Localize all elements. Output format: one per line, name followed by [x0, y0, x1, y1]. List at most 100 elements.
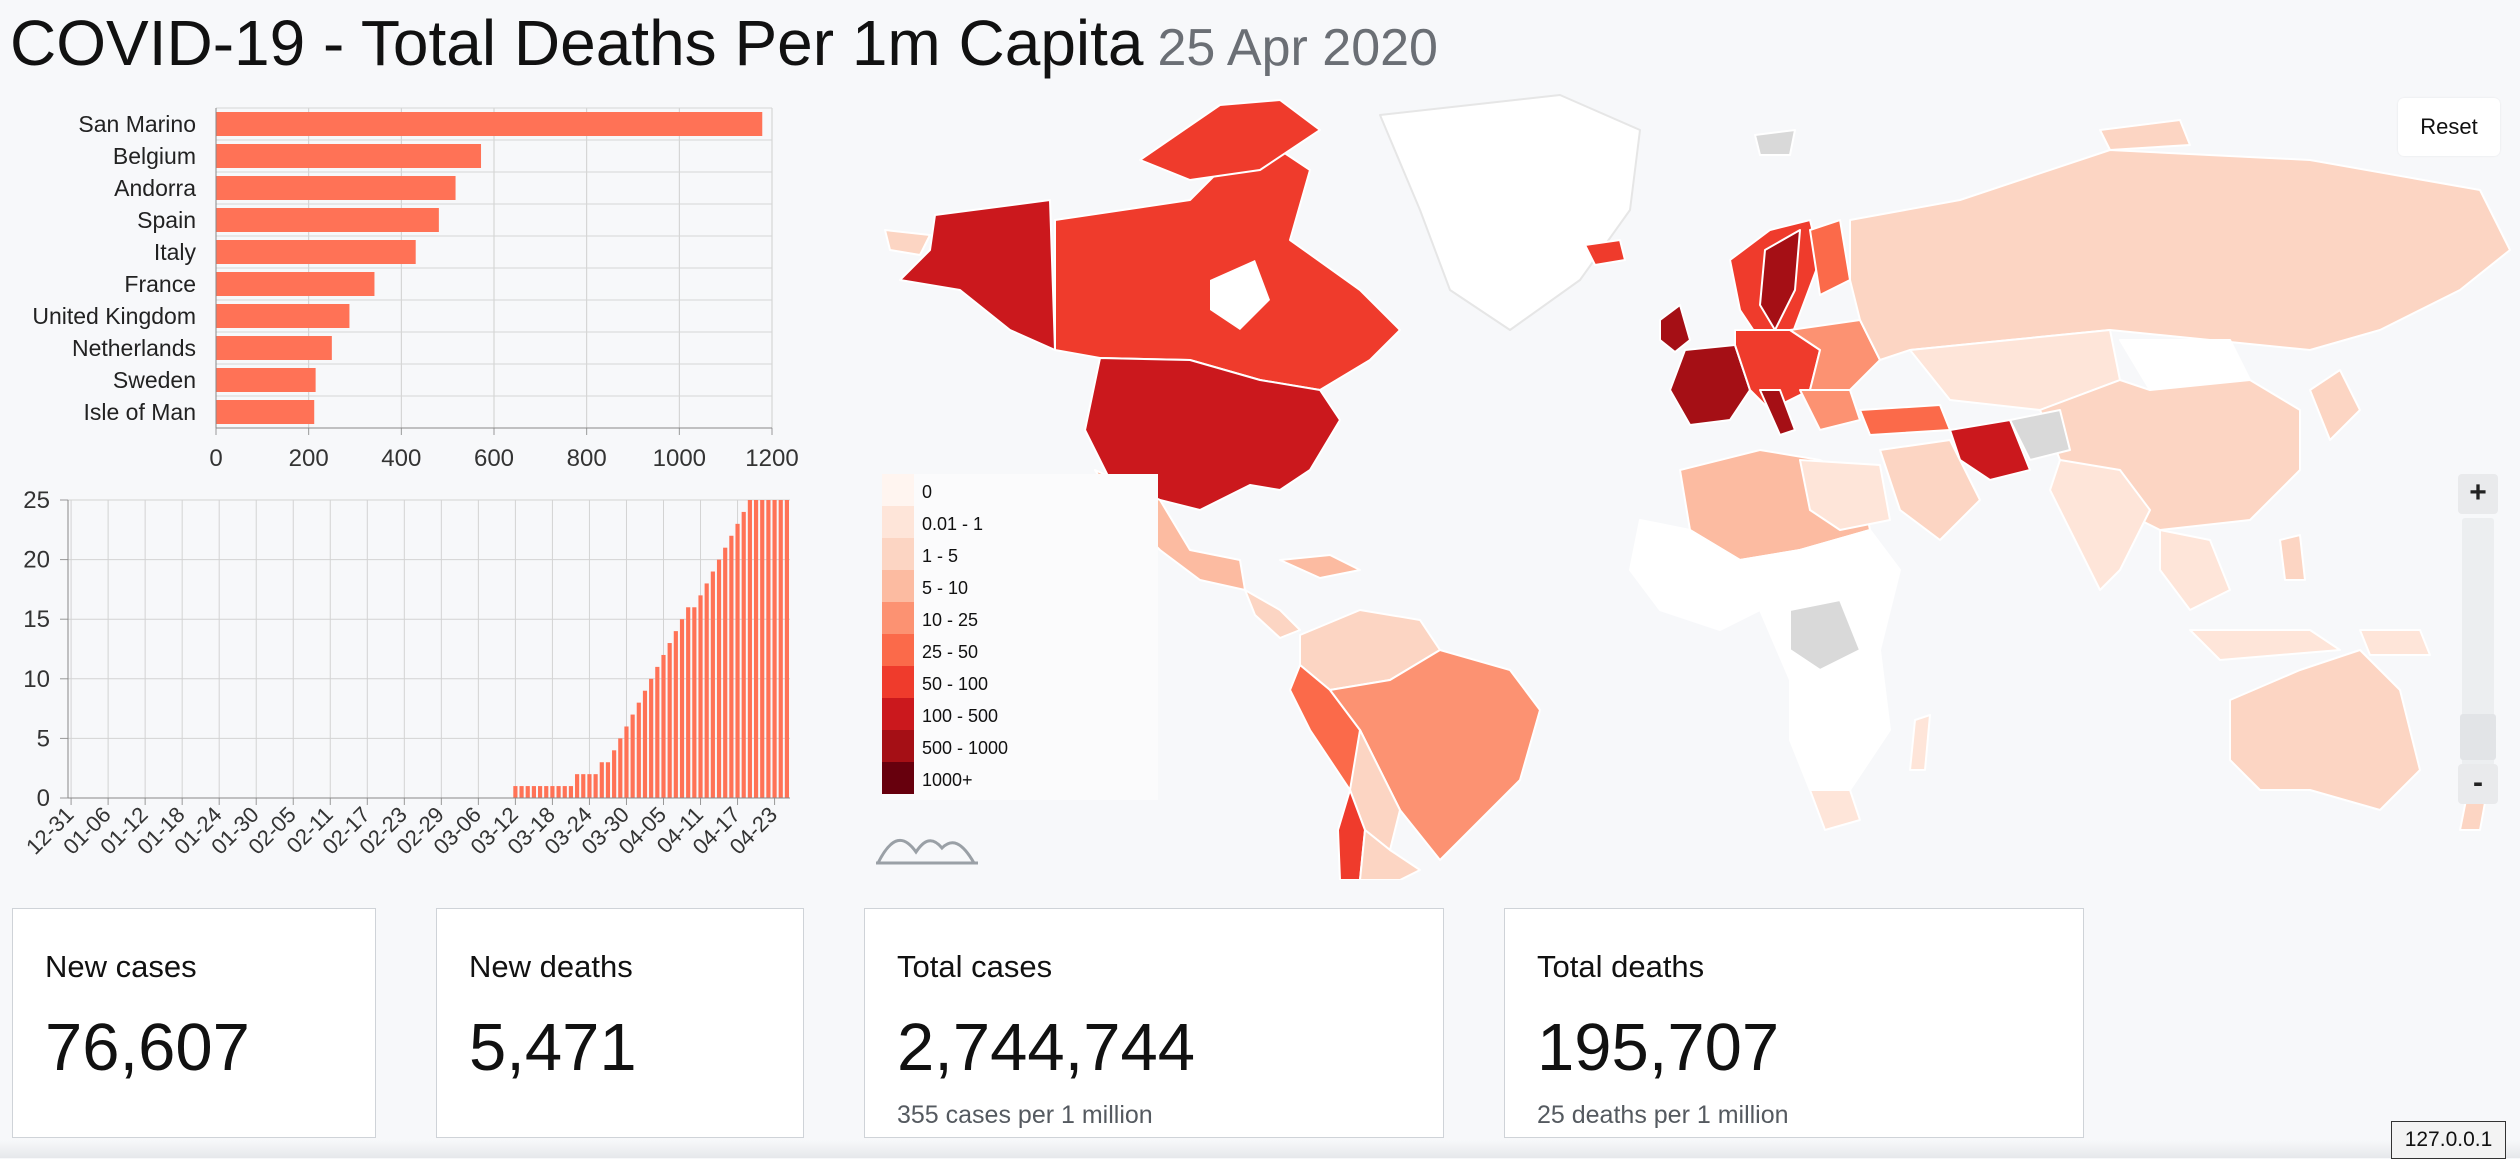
map-australia[interactable] [2229, 649, 2421, 811]
map-sweden[interactable] [1759, 229, 1801, 331]
y-tick-label: 15 [23, 606, 50, 633]
bar [729, 535, 734, 798]
bar [716, 559, 722, 798]
map-alaska[interactable] [899, 199, 1056, 351]
map-india[interactable] [2049, 459, 2151, 591]
legend-label: 10 - 25 [922, 610, 979, 630]
map-madagascar[interactable] [1909, 714, 1931, 771]
legend-swatch [882, 698, 914, 730]
new-deaths-card: New deaths 5,471 [436, 908, 804, 1138]
map-brazil[interactable] [1329, 649, 1541, 861]
total-cases-value: 2,744,744 [897, 1010, 1196, 1085]
bar [593, 774, 598, 798]
legend-swatch [882, 730, 914, 762]
map-alaska-west[interactable] [884, 229, 931, 256]
map-central-america[interactable] [1244, 589, 1301, 639]
bar [686, 607, 691, 798]
map-uk[interactable] [1659, 304, 1691, 353]
category-label: Andorra [114, 175, 196, 201]
legend-label: 100 - 500 [922, 706, 999, 726]
bar [667, 643, 672, 798]
map-canada[interactable] [1054, 149, 1401, 391]
map-saudi-arabia[interactable] [1879, 439, 1981, 541]
bar [216, 208, 439, 232]
total-deaths-card: Total deaths 195,707 25 deaths per 1 mil… [1504, 908, 2084, 1138]
bar [760, 500, 765, 798]
map-arctic-islands[interactable] [2099, 119, 2191, 151]
x-tick-label: 1000 [653, 445, 706, 472]
reset-map-button[interactable]: Reset [2398, 98, 2500, 156]
sparkline-icon[interactable] [872, 830, 982, 870]
map-se-asia[interactable] [2159, 529, 2231, 611]
map-legend: 0 0.01 - 1 1 - 5 5 - 10 10 - 25 25 - 50 … [882, 474, 1158, 800]
map-caribbean[interactable] [1279, 554, 1361, 579]
bar [568, 786, 574, 798]
bar [636, 702, 641, 798]
map-west-africa[interactable] [1629, 519, 1761, 631]
legend-item: 25 - 50 [882, 634, 1158, 666]
bar [216, 336, 332, 360]
status-ip-badge: 127.0.0.1 [2391, 1121, 2506, 1159]
world-map[interactable] [860, 90, 2520, 880]
zoom-slider-handle[interactable] [2460, 714, 2496, 760]
map-philippines[interactable] [2279, 534, 2306, 581]
map-chile[interactable] [1337, 789, 1366, 880]
x-tick-label: 400 [381, 445, 421, 472]
map-zoom-control[interactable]: + - [2458, 474, 2498, 806]
map-balkans[interactable] [1799, 389, 1861, 431]
category-label: San Marino [78, 111, 196, 137]
map-italy[interactable] [1759, 389, 1796, 436]
category-label: Belgium [113, 143, 196, 169]
bar [216, 240, 416, 264]
map-turkey[interactable] [1859, 404, 1951, 436]
map-iceland[interactable] [1584, 239, 1626, 266]
bar [216, 176, 456, 200]
new-cases-value: 76,607 [45, 1010, 250, 1085]
bar [642, 690, 648, 798]
map-egypt-libya[interactable] [1799, 459, 1891, 531]
map-southern-africa[interactable] [1789, 649, 1891, 791]
map-papua[interactable] [2359, 629, 2431, 656]
map-greenland[interactable] [1379, 94, 1641, 331]
legend-item: 10 - 25 [882, 602, 1158, 634]
map-indonesia[interactable] [2189, 629, 2341, 661]
bar [710, 571, 715, 798]
x-tick-label: 1200 [745, 445, 798, 472]
zoom-out-button[interactable]: - [2458, 764, 2498, 804]
map-finland[interactable] [1809, 219, 1851, 296]
bar [624, 726, 629, 798]
legend-item: 50 - 100 [882, 666, 1158, 698]
map-canada-arctic[interactable] [1139, 99, 1321, 181]
map-drc[interactable] [1789, 599, 1861, 671]
legend-item: 0 [882, 474, 1158, 506]
bar [618, 738, 623, 798]
map-south-africa[interactable] [1809, 789, 1861, 831]
map-russia[interactable] [1849, 149, 2511, 361]
legend-label: 5 - 10 [922, 578, 969, 598]
bar [679, 619, 685, 798]
category-label: Spain [137, 207, 196, 233]
category-label: Netherlands [72, 335, 196, 361]
y-tick-label: 20 [23, 547, 50, 574]
bar [556, 786, 561, 798]
map-argentina[interactable] [1359, 829, 1421, 880]
bar [612, 750, 617, 798]
bar [753, 500, 759, 798]
y-tick-label: 10 [23, 666, 50, 693]
new-cases-label: New cases [45, 949, 197, 984]
legend-swatch [882, 570, 914, 602]
new-deaths-label: New deaths [469, 949, 633, 984]
page-title: COVID-19 - Total Deaths Per 1m Capita 25 … [10, 6, 1438, 85]
legend-label: 0 [922, 482, 933, 502]
zoom-in-button[interactable]: + [2458, 474, 2498, 514]
bar [766, 500, 771, 798]
total-deaths-label: Total deaths [1537, 949, 1705, 984]
legend-swatch [882, 602, 914, 634]
x-tick-label: 800 [567, 445, 607, 472]
map-svalbard[interactable] [1754, 129, 1796, 156]
top-countries-bar-chart: 0 200 400 600 800 1000 1200 San Marino Belgium An… [32, 107, 799, 472]
category-label: United Kingdom [32, 303, 196, 329]
bar [723, 547, 728, 798]
map-afghanistan[interactable] [2009, 409, 2071, 461]
map-korea-japan[interactable] [2309, 369, 2361, 441]
